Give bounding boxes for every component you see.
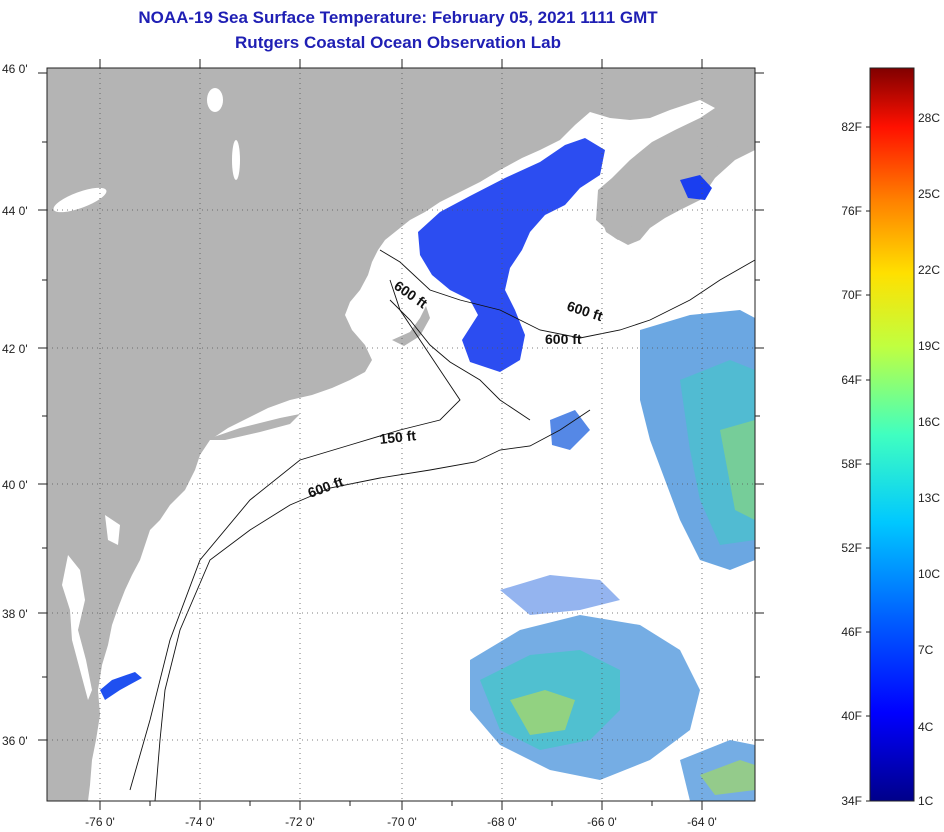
- lon-label: -74 0': [185, 815, 215, 829]
- map-subtitle: Rutgers Coastal Ocean Observation Lab: [235, 33, 561, 52]
- colorbar-f-label: 70F: [841, 288, 862, 302]
- lon-label: -70 0': [387, 815, 417, 829]
- lake: [232, 140, 240, 180]
- lat-label: 44 0': [2, 204, 28, 218]
- chesapeake-bay: [62, 555, 92, 700]
- colorbar-c-labels: 28C 25C 22C 19C 16C 13C 10C 7C 4C 1C: [918, 111, 940, 808]
- colorbar-f-label: 46F: [841, 625, 862, 639]
- land-mainland: [47, 68, 755, 801]
- colorbar-f-label: 82F: [841, 120, 862, 134]
- lon-label: -68 0': [487, 815, 517, 829]
- lat-label: 38 0': [2, 607, 28, 621]
- contour-label: 150 ft: [379, 427, 417, 447]
- sst-bay-of-fundy: [680, 175, 712, 200]
- lon-label: -76 0': [85, 815, 115, 829]
- map-title: NOAA-19 Sea Surface Temperature: Februar…: [138, 8, 658, 27]
- lon-label: -64 0': [687, 815, 717, 829]
- colorbar-ticks: [866, 126, 870, 802]
- lon-label: -72 0': [285, 815, 315, 829]
- lat-label: 36 0': [2, 734, 28, 748]
- colorbar-c-label: 13C: [918, 491, 940, 505]
- colorbar-f-label: 76F: [841, 204, 862, 218]
- colorbar-c-label: 10C: [918, 567, 940, 581]
- contour-150ft: [129, 279, 461, 791]
- lake: [207, 88, 223, 112]
- colorbar-c-label: 25C: [918, 187, 940, 201]
- delaware-bay: [105, 515, 120, 545]
- lat-label: 42 0': [2, 342, 28, 356]
- colorbar-c-label: 16C: [918, 415, 940, 429]
- colorbar-c-label: 7C: [918, 643, 934, 657]
- colorbar: [869, 67, 915, 802]
- contour-600ft-gom: [379, 249, 755, 339]
- axis-ticks: [38, 59, 764, 810]
- lon-label: -66 0': [587, 815, 617, 829]
- contour-600ft-shelf: [154, 409, 591, 801]
- sst-offshore-patches: [470, 310, 755, 801]
- colorbar-c-label: 19C: [918, 339, 940, 353]
- land-cape-cod: [392, 306, 430, 346]
- colorbar-f-label: 34F: [841, 794, 862, 808]
- contour-label: 600 ft: [545, 331, 582, 347]
- bathymetry-contours: [129, 249, 755, 801]
- colorbar-c-label: 28C: [918, 111, 940, 125]
- sst-delmarva: [100, 672, 142, 700]
- graticule: [47, 68, 755, 801]
- lat-label: 40 0': [2, 478, 28, 492]
- colorbar-f-labels: 82F 76F 70F 64F 58F 52F 46F 40F 34F: [841, 120, 862, 808]
- lat-label: 46 0': [2, 62, 28, 76]
- colorbar-f-label: 52F: [841, 541, 862, 555]
- land-nova-scotia: [600, 112, 735, 240]
- colorbar-c-label: 22C: [918, 263, 940, 277]
- colorbar-c-label: 1C: [918, 794, 934, 808]
- colorbar-f-label: 64F: [841, 373, 862, 387]
- colorbar-c-label: 4C: [918, 720, 934, 734]
- colorbar-f-label: 58F: [841, 457, 862, 471]
- lake-ontario: [53, 187, 107, 213]
- map-border: [46, 67, 756, 802]
- colorbar-f-label: 40F: [841, 709, 862, 723]
- land-long-island: [205, 414, 300, 440]
- sst-gulf-of-maine: [418, 138, 605, 372]
